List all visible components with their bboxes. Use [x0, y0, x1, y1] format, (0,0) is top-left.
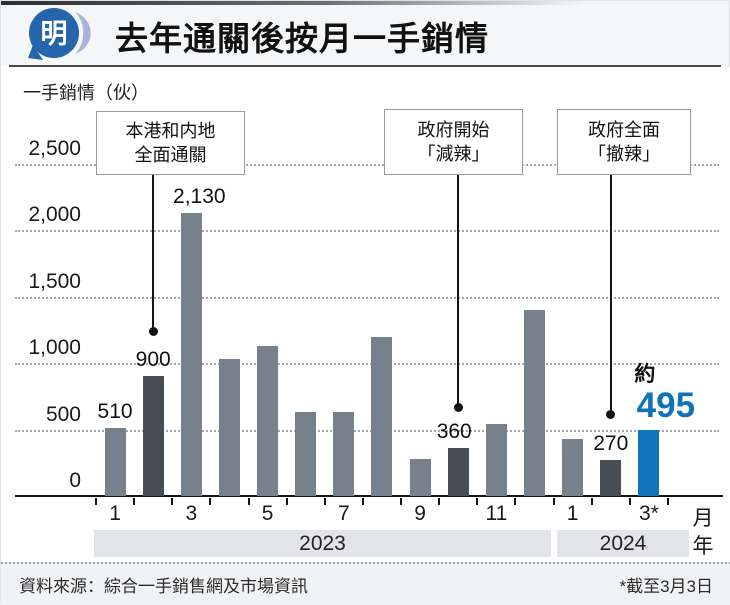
value-label-2,130: 2,130	[173, 185, 226, 209]
header-divider	[9, 65, 721, 67]
y-tick-label-1500: 1,500	[28, 269, 81, 293]
x-axis-tick	[476, 498, 479, 505]
mingpao-logo: 明	[25, 5, 103, 67]
x-axis-tick	[285, 498, 288, 505]
source-text: 資料來源：綜合一手銷售網及市場資訊	[19, 577, 308, 596]
annotation-line-text: 「減辣」	[417, 144, 490, 164]
value-label-900: 900	[135, 348, 171, 372]
annotation-line-text: 政府開始	[417, 119, 490, 140]
x-axis-line	[15, 495, 723, 497]
year-unit-label: 年	[692, 535, 714, 558]
bar-2023-6	[295, 412, 317, 496]
bar-2024-1	[562, 438, 584, 496]
y-tick-label-2500: 2,500	[28, 137, 81, 160]
bar-2023-11	[485, 424, 507, 496]
annotation-pointer-dot	[453, 402, 463, 412]
bar-2023-9	[409, 459, 431, 496]
bar-2023-5	[257, 345, 279, 496]
value-label-highlight: 495	[636, 386, 696, 426]
logo-character: 明	[41, 19, 68, 49]
x-axis-tick	[247, 498, 250, 505]
year-band-2024: 2024	[557, 530, 689, 557]
month-unit-label: 月	[692, 507, 714, 530]
x-axis-tick	[552, 498, 555, 505]
gridline-2500	[15, 164, 719, 166]
gridline-2000	[15, 230, 719, 233]
header: 明 去年通關後按月一手銷情	[1, 5, 729, 66]
mingpao-logo-icon: 明	[28, 7, 91, 60]
bar-2024-3	[638, 430, 660, 496]
annotation-pointer-dot	[148, 326, 158, 336]
bar-chart: 一手銷情（伙） 0 500 1,000 1,500 2,000 2,500 510 900 2,…	[1, 67, 730, 562]
annotation-box-0: 本港和内地 全面通關	[96, 111, 245, 175]
month-label-5: 5	[261, 502, 274, 525]
x-axis-tick	[95, 498, 97, 505]
annotation-pointer-line	[609, 173, 612, 414]
bar-2023-12	[523, 310, 545, 496]
annotation-pointer-line	[152, 173, 155, 331]
month-label-11: 11	[485, 502, 508, 525]
x-axis-tick	[209, 498, 212, 505]
annotation-line-text: 「撤辣」	[588, 144, 660, 164]
annotation-pointer-dot	[606, 409, 616, 419]
year-band-2023: 2023	[94, 530, 551, 557]
month-label-3*: 3*	[638, 502, 659, 525]
bar-2023-10	[447, 448, 469, 496]
x-axis-tick	[438, 498, 441, 505]
gridline-1000	[15, 363, 719, 366]
page-title: 去年通關後按月一手銷情	[115, 19, 489, 57]
gridline-500	[15, 429, 719, 432]
x-axis-tick	[323, 498, 326, 505]
annotation-line-text: 全面通關	[134, 145, 207, 165]
x-axis-tick	[628, 498, 631, 505]
bar-2023-4	[218, 359, 240, 496]
x-axis-tick	[171, 498, 174, 505]
bar-2023-3	[180, 213, 202, 496]
month-label-1: 1	[109, 502, 121, 525]
annotation-line-text: 本港和内地	[125, 120, 216, 141]
month-label-9: 9	[414, 502, 426, 525]
month-label-1: 1	[566, 502, 579, 525]
x-axis-tick	[666, 498, 669, 505]
value-label-510: 510	[97, 400, 133, 424]
y-axis-title: 一手銷情（伙）	[23, 83, 149, 103]
bar-2023-2	[142, 376, 164, 496]
x-axis-tick	[133, 498, 136, 505]
footnote-text: *截至3月3日	[619, 577, 713, 596]
top-edge-strip	[1, 1, 729, 5]
y-tick-label-2000: 2,000	[28, 203, 81, 227]
value-label-360: 360	[436, 420, 472, 444]
x-axis-tick	[400, 498, 403, 505]
y-tick-label-1000: 1,000	[28, 336, 81, 360]
annotation-box-2: 政府全面 「撤辣」	[557, 109, 691, 175]
y-tick-label-0: 0	[69, 469, 81, 492]
approx-prefix-label: 約	[634, 363, 656, 387]
y-tick-label-500: 500	[45, 402, 81, 426]
x-axis-tick	[361, 498, 364, 505]
x-axis-tick	[590, 498, 593, 505]
month-label-3: 3	[185, 502, 198, 525]
annotation-box-1: 政府開始 「減辣」	[384, 109, 523, 175]
gridline-1500	[15, 296, 719, 299]
bar-2023-1	[104, 428, 126, 496]
value-label-270: 270	[593, 432, 629, 456]
bar-2024-2	[600, 460, 622, 496]
annotation-line-text: 政府全面	[588, 119, 660, 140]
footer: 資料來源：綜合一手銷售網及市場資訊 *截至3月3日	[1, 562, 730, 605]
bar-2023-8	[371, 336, 393, 496]
month-label-7: 7	[338, 502, 350, 525]
annotation-pointer-line	[457, 173, 460, 407]
x-axis-tick	[514, 498, 517, 505]
bar-2023-7	[333, 412, 355, 496]
